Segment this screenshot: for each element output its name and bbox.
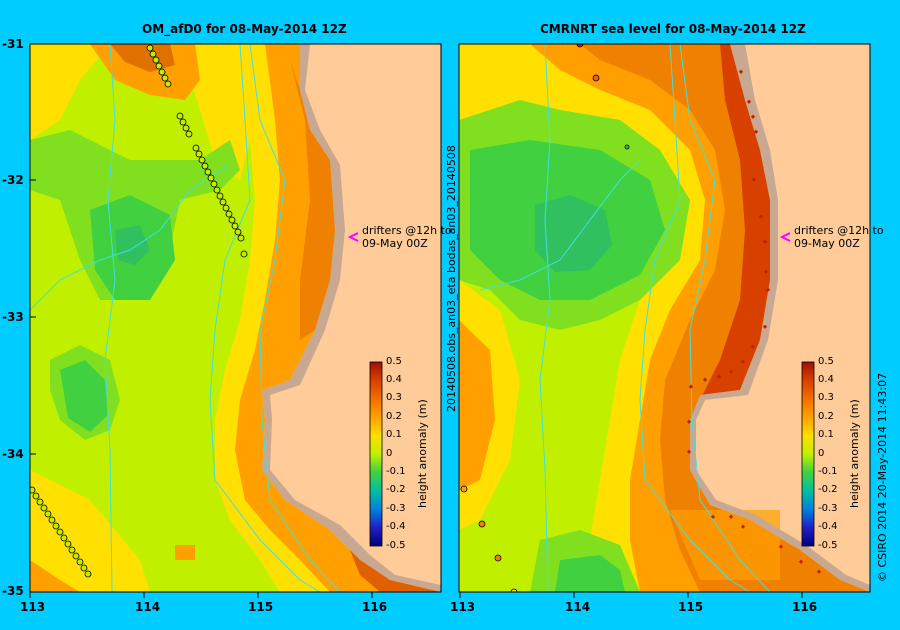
colorbar-tick: 0.1 — [818, 429, 834, 440]
lat-tick-label: -32 — [2, 173, 24, 187]
colorbar-tick: -0.2 — [818, 484, 838, 495]
colorbar-tick: 0.2 — [386, 411, 402, 422]
lon-tick-label: 116 — [362, 600, 388, 614]
observation-points — [460, 44, 630, 592]
lon-tick-label: 113 — [450, 600, 476, 614]
colorbar-tick: 0.4 — [818, 374, 834, 385]
tide-gauge-points — [686, 69, 822, 574]
run-info-label: 20140508.obs_an03_eta bodas_an03_2014050… — [445, 145, 458, 412]
lon-tick-label: 113 — [20, 600, 46, 614]
lon-tick-label: 116 — [792, 600, 818, 614]
colorbar-tick: 0.1 — [386, 429, 402, 440]
drifter-annotation: drifters @12h to 09-May 00Z — [362, 224, 452, 250]
colorbar-tick: 0 — [386, 448, 393, 459]
right-map-title: CMRNRT sea level for 08-May-2014 12Z — [540, 22, 806, 36]
colorbar — [369, 361, 383, 547]
lat-tick-label: -31 — [2, 37, 24, 51]
drifter-annotation: drifters @12h to 09-May 00Z — [794, 224, 884, 250]
lat-tick-label: -34 — [2, 447, 24, 461]
colorbar-tick: 0.5 — [818, 356, 834, 367]
colorbar-tick: -0.5 — [386, 540, 406, 551]
colorbar-label: height anomaly (m) — [416, 399, 429, 508]
left-map — [30, 44, 441, 592]
colorbar-tick: 0.2 — [818, 411, 834, 422]
annotation-line: drifters @12h to — [362, 224, 452, 237]
left-map-title: OM_afD0 for 08-May-2014 12Z — [142, 22, 347, 36]
colorbar — [801, 361, 815, 547]
colorbar-tick: 0.5 — [386, 356, 402, 367]
colorbar-tick: -0.3 — [818, 503, 838, 514]
copyright-label: © CSIRO 2014 20-May-2014 11:43:07 — [876, 372, 889, 582]
lat-tick-label: -35 — [2, 584, 24, 598]
annotation-line: 09-May 00Z — [794, 237, 860, 250]
colorbar-tick: -0.5 — [818, 540, 838, 551]
colorbar-tick: -0.2 — [386, 484, 406, 495]
drifter-arrow-icon — [347, 232, 359, 242]
colorbar-tick: 0.3 — [386, 392, 402, 403]
lon-tick-label: 115 — [248, 600, 274, 614]
annotation-line: drifters @12h to — [794, 224, 884, 237]
lon-tick-label: 115 — [678, 600, 704, 614]
drifter-arrow-icon — [779, 232, 791, 242]
drifter-track — [30, 44, 248, 578]
lat-tick-label: -33 — [2, 310, 24, 324]
colorbar-tick: 0.4 — [386, 374, 402, 385]
colorbar-tick: -0.1 — [386, 466, 406, 477]
right-map — [459, 44, 870, 592]
lon-tick-label: 114 — [135, 600, 161, 614]
colorbar-tick: 0 — [818, 448, 825, 459]
lon-tick-label: 114 — [565, 600, 591, 614]
annotation-line: 09-May 00Z — [362, 237, 428, 250]
colorbar-label: height anomaly (m) — [848, 399, 861, 508]
colorbar-tick: -0.3 — [386, 503, 406, 514]
colorbar-tick: -0.4 — [818, 521, 838, 532]
colorbar-tick: -0.1 — [818, 466, 838, 477]
colorbar-tick: -0.4 — [386, 521, 406, 532]
colorbar-tick: 0.3 — [818, 392, 834, 403]
